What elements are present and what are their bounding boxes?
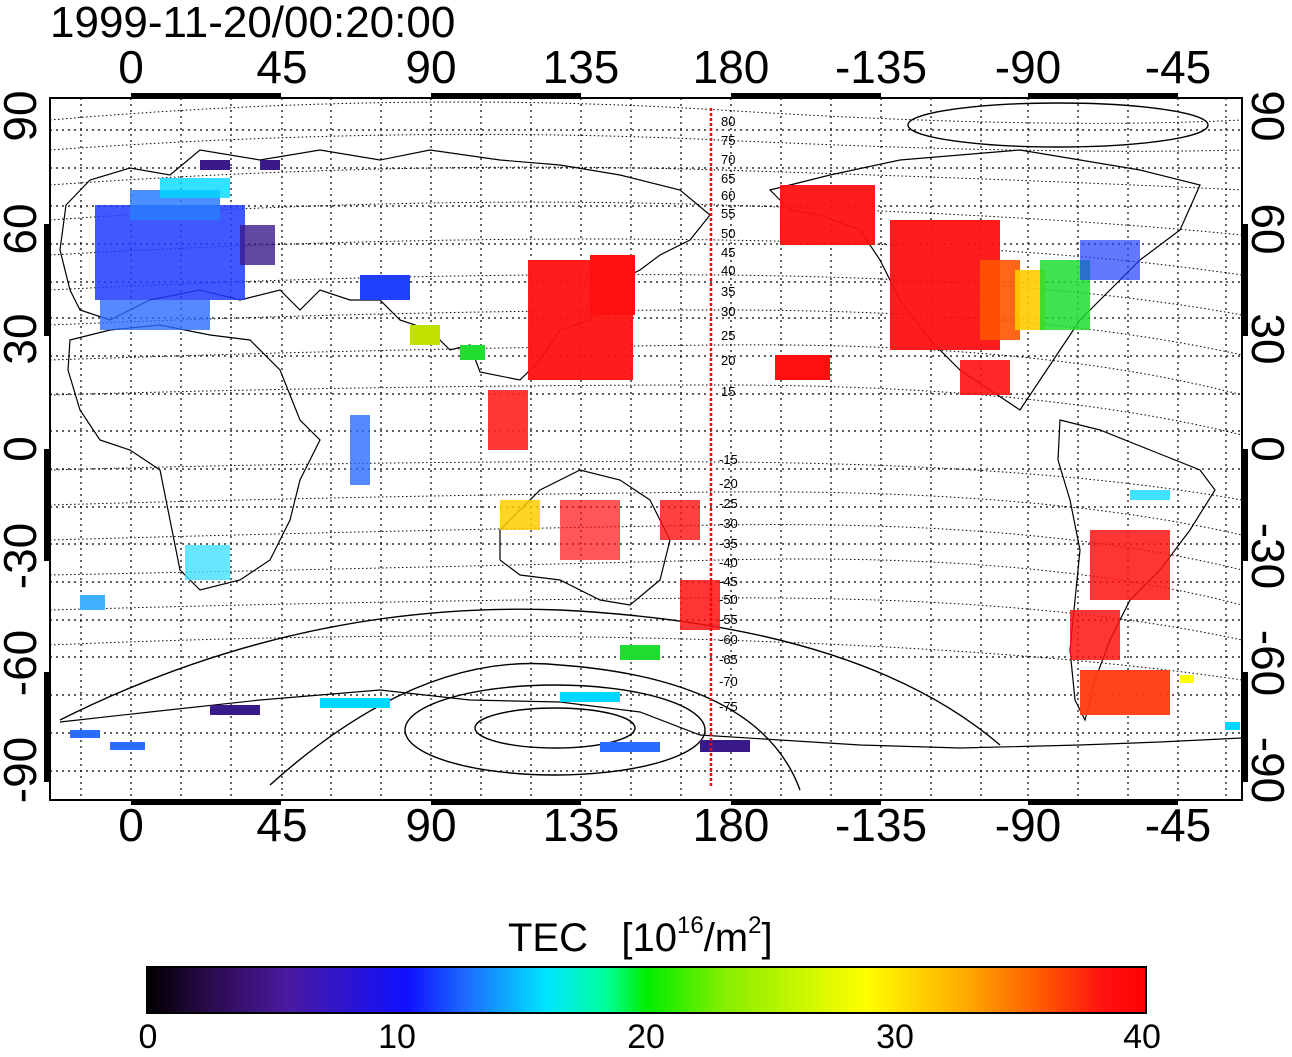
contour-label: 75 xyxy=(721,133,735,148)
frame-axis-bars xyxy=(44,93,1248,805)
colorbar-unit-mid: /m xyxy=(703,916,749,960)
top-lon-tick: -45 xyxy=(1144,41,1212,93)
bottom-lon-tick: -45 xyxy=(1144,799,1212,851)
contour-label: -70 xyxy=(719,674,738,689)
contour-label: 65 xyxy=(721,171,735,186)
continent-outlines xyxy=(59,149,1243,749)
colorbar-tick: 10 xyxy=(378,1018,416,1056)
colorbar-tick: 20 xyxy=(627,1018,665,1056)
colorbar-unit-prefix: [10 xyxy=(621,916,677,960)
colorbar-tick: 40 xyxy=(1123,1018,1161,1056)
tec-colorbar xyxy=(146,966,1147,1014)
top-lon-tick: 180 xyxy=(692,41,770,93)
contour-label: 80 xyxy=(721,114,735,129)
top-lon-tick: 90 xyxy=(405,41,457,93)
colorbar-tick: 30 xyxy=(876,1018,914,1056)
contour-label: 25 xyxy=(721,328,735,343)
contour-label: 40 xyxy=(721,263,735,278)
contour-label: 50 xyxy=(721,226,735,241)
colorbar-tick: 0 xyxy=(138,1018,158,1056)
coast-antarctica xyxy=(59,689,1243,749)
bottom-lon-tick: 45 xyxy=(256,799,308,851)
contour-label: 45 xyxy=(721,245,735,260)
plot-timestamp: 1999-11-20/00:20:00 xyxy=(50,0,456,47)
colorbar-quantity: TEC xyxy=(508,916,588,960)
top-lon-tick: -90 xyxy=(994,41,1062,93)
contour-label: -60 xyxy=(719,632,738,647)
contour-label: -45 xyxy=(719,574,738,589)
tec-observations xyxy=(70,160,1240,752)
south-pole-contours xyxy=(59,102,1209,791)
bottom-lon-tick: 180 xyxy=(692,799,770,851)
contour-label: -15 xyxy=(719,452,738,467)
bottom-lon-tick: -90 xyxy=(994,799,1062,851)
coast-north-america xyxy=(768,149,1201,411)
contour-label: -25 xyxy=(719,496,738,511)
top-lon-tick: 0 xyxy=(118,41,144,93)
contour-label: 55 xyxy=(721,206,735,221)
map-frame xyxy=(49,97,1243,801)
contour-label: 15 xyxy=(721,384,735,399)
contour-label: 60 xyxy=(721,188,735,203)
top-lon-tick: -135 xyxy=(834,41,928,93)
coast-australia xyxy=(499,469,671,606)
top-lon-tick: 135 xyxy=(542,41,620,93)
tec-world-map: 80 75 70 65 60 55 50 45 40 35 30 25 20 15 -15 -20 -25 -30… xyxy=(44,93,1248,805)
colorbar-title: TEC [1016/m2] xyxy=(508,904,773,960)
contour-label: -65 xyxy=(719,652,738,667)
contour-label: -40 xyxy=(719,555,738,570)
bottom-lon-tick: 135 xyxy=(542,799,620,851)
contour-value-labels: 80 75 70 65 60 55 50 45 40 35 30 25 20 15 -15 -20 -25 -30… xyxy=(719,114,738,714)
colorbar-unit-suffix: ] xyxy=(761,916,773,960)
contour-label: -30 xyxy=(719,516,738,531)
bottom-lon-tick: -135 xyxy=(834,799,928,851)
contour-label: 20 xyxy=(721,353,735,368)
contour-label: -20 xyxy=(719,476,738,491)
contour-label: -55 xyxy=(719,612,738,627)
colorbar-unit-exponent: 16 xyxy=(676,912,704,939)
contour-label: 35 xyxy=(721,284,735,299)
bottom-lon-tick: 90 xyxy=(405,799,457,851)
contour-label: 30 xyxy=(721,304,735,319)
contour-label: -50 xyxy=(719,592,738,607)
contour-label: -75 xyxy=(719,699,738,714)
colorbar-unit-exponent-2: 2 xyxy=(748,912,762,939)
bottom-lon-tick: 0 xyxy=(118,799,144,851)
top-lon-tick: 45 xyxy=(256,41,308,93)
contour-label: -35 xyxy=(719,536,738,551)
contour-label: 70 xyxy=(721,152,735,167)
coast-africa xyxy=(67,324,321,591)
